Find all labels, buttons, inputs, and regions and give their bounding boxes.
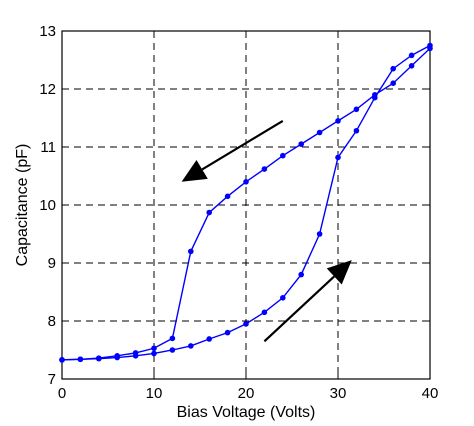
- data-point-decreasing-15: [151, 345, 157, 352]
- data-point-increasing-7: [188, 343, 194, 349]
- data-point-decreasing-10: [243, 179, 249, 185]
- y-tick-label-3: 10: [39, 197, 56, 214]
- data-point-increasing-12: [280, 295, 286, 301]
- data-point-increasing-6: [169, 347, 176, 353]
- data-point-decreasing-18: [96, 355, 102, 361]
- x-tick-label-2: 20: [238, 385, 255, 402]
- y-tick-label-5: 12: [39, 81, 56, 98]
- x-axis-label: Bias Voltage (Volts): [177, 404, 316, 421]
- arrow-sweep-up: [263, 260, 352, 343]
- arrow-head-sweep-up: [326, 260, 352, 285]
- data-point-decreasing-3: [372, 92, 378, 98]
- y-tick-label-6: 13: [39, 23, 56, 40]
- data-point-decreasing-17: [114, 353, 120, 359]
- x-tick-label-1: 10: [146, 385, 163, 402]
- y-tick-label-4: 11: [40, 139, 56, 156]
- y-tick-label-0: 7: [48, 371, 56, 388]
- data-point-decreasing-20: [59, 357, 65, 363]
- x-tick-label-0: 0: [58, 385, 66, 402]
- data-point-increasing-15: [335, 154, 341, 161]
- arrow-sweep-down: [181, 119, 284, 182]
- data-point-decreasing-4: [353, 106, 360, 113]
- data-point-increasing-18: [390, 65, 397, 72]
- data-point-decreasing-12: [206, 209, 212, 216]
- x-tick-label-4: 40: [422, 385, 439, 402]
- data-point-decreasing-14: [169, 335, 176, 342]
- data-point-decreasing-16: [132, 350, 139, 356]
- grid: [62, 31, 430, 379]
- data-point-decreasing-11: [224, 193, 231, 200]
- data-point-increasing-10: [243, 321, 249, 327]
- arrow-shaft-sweep-up: [263, 275, 335, 343]
- data-point-increasing-19: [408, 52, 415, 59]
- y-tick-label-1: 8: [48, 313, 56, 330]
- data-point-decreasing-5: [335, 118, 341, 124]
- data-point-decreasing-1: [408, 63, 415, 69]
- data-point-increasing-11: [261, 309, 268, 316]
- data-point-decreasing-13: [188, 248, 194, 255]
- data-point-increasing-9: [224, 329, 231, 336]
- arrow-shaft-sweep-down: [201, 119, 284, 171]
- y-axis-label: Capacitance (pF): [14, 144, 31, 267]
- arrow-head-sweep-down: [181, 160, 208, 182]
- data-series: [59, 42, 433, 363]
- x-tick-label-3: 30: [330, 385, 347, 402]
- data-point-decreasing-6: [316, 129, 323, 136]
- data-point-decreasing-0: [427, 45, 433, 52]
- data-point-decreasing-19: [77, 356, 84, 363]
- data-point-increasing-8: [206, 336, 212, 342]
- data-point-decreasing-2: [390, 80, 397, 86]
- axis-labels: Bias Voltage (Volts) Capacitance (pF): [14, 144, 315, 421]
- data-point-increasing-16: [353, 127, 360, 134]
- annotation-arrows: [181, 119, 352, 343]
- y-tick-label-2: 9: [48, 255, 56, 272]
- data-point-decreasing-9: [261, 166, 268, 172]
- data-point-increasing-5: [151, 350, 157, 357]
- axis-ticks: 0 10 20 30 40 7 8 9 10 11 12 13: [39, 23, 438, 402]
- data-point-increasing-14: [316, 231, 323, 237]
- data-point-decreasing-7: [298, 141, 305, 147]
- data-point-decreasing-8: [280, 152, 286, 159]
- data-point-increasing-13: [298, 271, 305, 278]
